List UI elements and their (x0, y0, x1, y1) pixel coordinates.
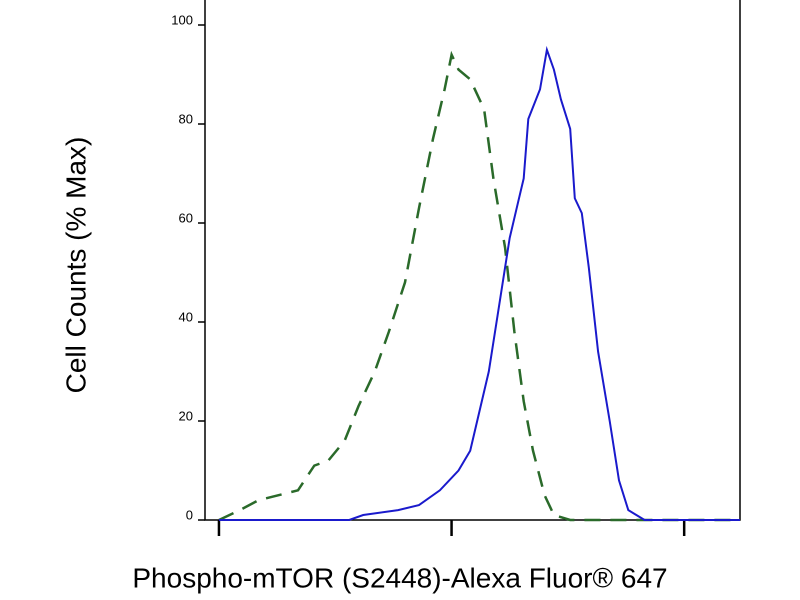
y-tick-label: 20 (179, 408, 193, 423)
y-tick-label: 40 (179, 309, 193, 324)
y-tick-label: 80 (179, 111, 193, 126)
y-tick-label: 100 (171, 12, 193, 27)
histogram-line (218, 50, 740, 522)
x-axis-label: Phospho-mTOR (S2448)-Alexa Fluor® 647 (132, 562, 667, 593)
y-tick-label: 0 (186, 507, 193, 522)
y-tick-label: 60 (179, 210, 193, 225)
plot-frame (204, 0, 741, 521)
histogram-line (219, 45, 740, 521)
y-axis-label: Cell Counts (% Max) (60, 137, 91, 394)
